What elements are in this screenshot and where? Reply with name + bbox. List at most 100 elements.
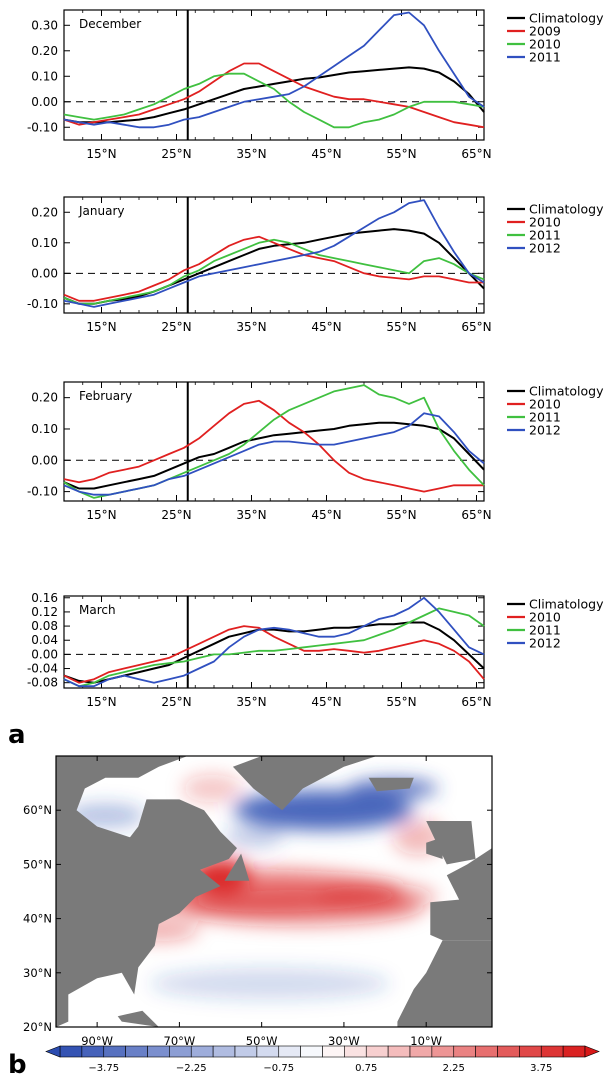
map-x-label: 10°W [410,1034,442,1048]
x-tick-label: 15°N [86,695,116,709]
colorbar-bin [125,1045,148,1058]
legend-label: 2010 [529,37,561,52]
colorbar-tick-label: −0.75 [263,1063,294,1074]
colorbar-arrow-right [584,1045,600,1058]
legend-label: Climatology [529,11,604,26]
colorbar-bin [300,1045,323,1058]
colorbar-tick-label: −3.75 [88,1063,119,1074]
colorbar-bin [365,1045,389,1058]
legend-label: Climatology [529,202,604,217]
plot-frame [63,595,485,689]
colorbar-bin [147,1045,170,1058]
colorbar-bin [169,1045,192,1058]
y-tick-label: -0.10 [27,120,58,134]
plot-frame [63,381,485,502]
colorbar-bin [540,1045,564,1058]
colorbar-bin [562,1045,586,1058]
cold-subtropical [149,967,390,1000]
x-tick-label: 25°N [161,508,191,522]
x-tick-label: 65°N [461,695,491,709]
y-tick-label: 0.12 [31,605,58,619]
x-tick-label: 55°N [386,147,416,161]
panel-title: December [79,17,141,31]
line-panels: 0.30 0.20 0.10 0.00 -0.10 15°N 25°N 35°N 45°N 55°… [27,9,604,709]
y-tick-label: -0.10 [27,485,58,499]
land-ireland [426,837,443,859]
cold-west [223,827,284,848]
colorbar-bin [497,1045,520,1058]
colorbar-arrow-left [45,1045,61,1058]
legend-label: Climatology [529,597,604,612]
colorbar-bin [519,1045,542,1058]
y-tick-label: 0.16 [31,591,58,605]
map-x-label: 50°W [246,1034,278,1048]
land-newfoundland [224,853,250,881]
x-tick-label: 15°N [86,508,116,522]
x-tick-label: 55°N [386,320,416,334]
map-y-label: 20°N [23,1020,52,1034]
legend-label: 2010 [529,397,561,412]
panel-title: March [79,603,116,617]
map-x-label: 30°W [328,1034,360,1048]
colorbar-bin [475,1045,498,1058]
colorbar-bin [256,1045,280,1058]
series-line-2010 [63,399,484,493]
y-tick-label: 0.10 [31,69,58,83]
legend-label: 2011 [529,228,561,243]
series-line-2010 [63,72,485,129]
legend-label: 2011 [529,410,561,425]
panel-letter-a: a [8,720,26,750]
series-line-2010 [63,625,485,684]
land-africa [397,940,492,1027]
colorbar: −3.75 −2.25 −0.75 0.75 2.25 3.75 [45,1045,600,1074]
map-y-label: 60°N [23,803,52,817]
colorbar-bin [59,1045,83,1058]
legend-label: Climatology [529,384,604,399]
panel-february: 0.20 0.10 0.00 -0.10 15°N 25°N 35°N 45°N 55°N 65°… [27,381,604,522]
y-tick-label: 0.00 [31,647,58,661]
series-line-2011 [63,11,485,129]
legend-label: 2010 [529,610,561,625]
y-tick-label: 0.08 [31,619,58,633]
series-line-climatology [63,421,485,490]
series-line-2012 [63,412,485,496]
x-tick-label: 65°N [461,147,491,161]
x-tick-label: 15°N [86,320,116,334]
legend-label: 2011 [529,623,561,638]
series-line-2011 [63,238,485,305]
y-tick-label: 0.10 [31,236,58,250]
plot-frame [63,9,485,141]
x-tick-label: 55°N [386,695,416,709]
map-x-label: 90°W [81,1034,113,1048]
colorbar-bin [212,1045,236,1058]
x-tick-label: 35°N [236,147,266,161]
land-cuba [117,1010,159,1027]
warm-east [316,882,437,911]
colorbar-bin [322,1045,345,1058]
legend-label: 2012 [529,241,561,256]
x-tick-label: 65°N [461,508,491,522]
colorbar-bin [103,1045,126,1058]
x-tick-label: 25°N [161,695,191,709]
colorbar-bin [409,1045,433,1058]
x-tick-label: 45°N [311,695,341,709]
legend-label: 2009 [529,24,561,39]
y-tick-label: 0.04 [31,633,58,647]
y-tick-label: 0.20 [31,205,58,219]
map-y-label: 30°N [23,966,52,980]
map-frame [55,755,493,1028]
x-tick-label: 25°N [161,320,191,334]
map-x-label: 70°W [164,1034,196,1048]
x-tick-label: 55°N [386,508,416,522]
x-tick-label: 45°N [311,147,341,161]
panel-title: February [79,389,132,403]
map-y-label: 40°N [23,912,52,926]
panel-letter-b: b [8,1050,27,1080]
panel-december: 0.30 0.20 0.10 0.00 -0.10 15°N 25°N 35°N 45°N 55°… [27,9,604,161]
y-tick-label: 0.30 [31,18,58,32]
land-europe [430,756,492,941]
x-tick-label: 45°N [311,508,341,522]
y-tick-label: -0.04 [27,662,58,676]
colorbar-tick-label: 2.25 [443,1063,465,1074]
